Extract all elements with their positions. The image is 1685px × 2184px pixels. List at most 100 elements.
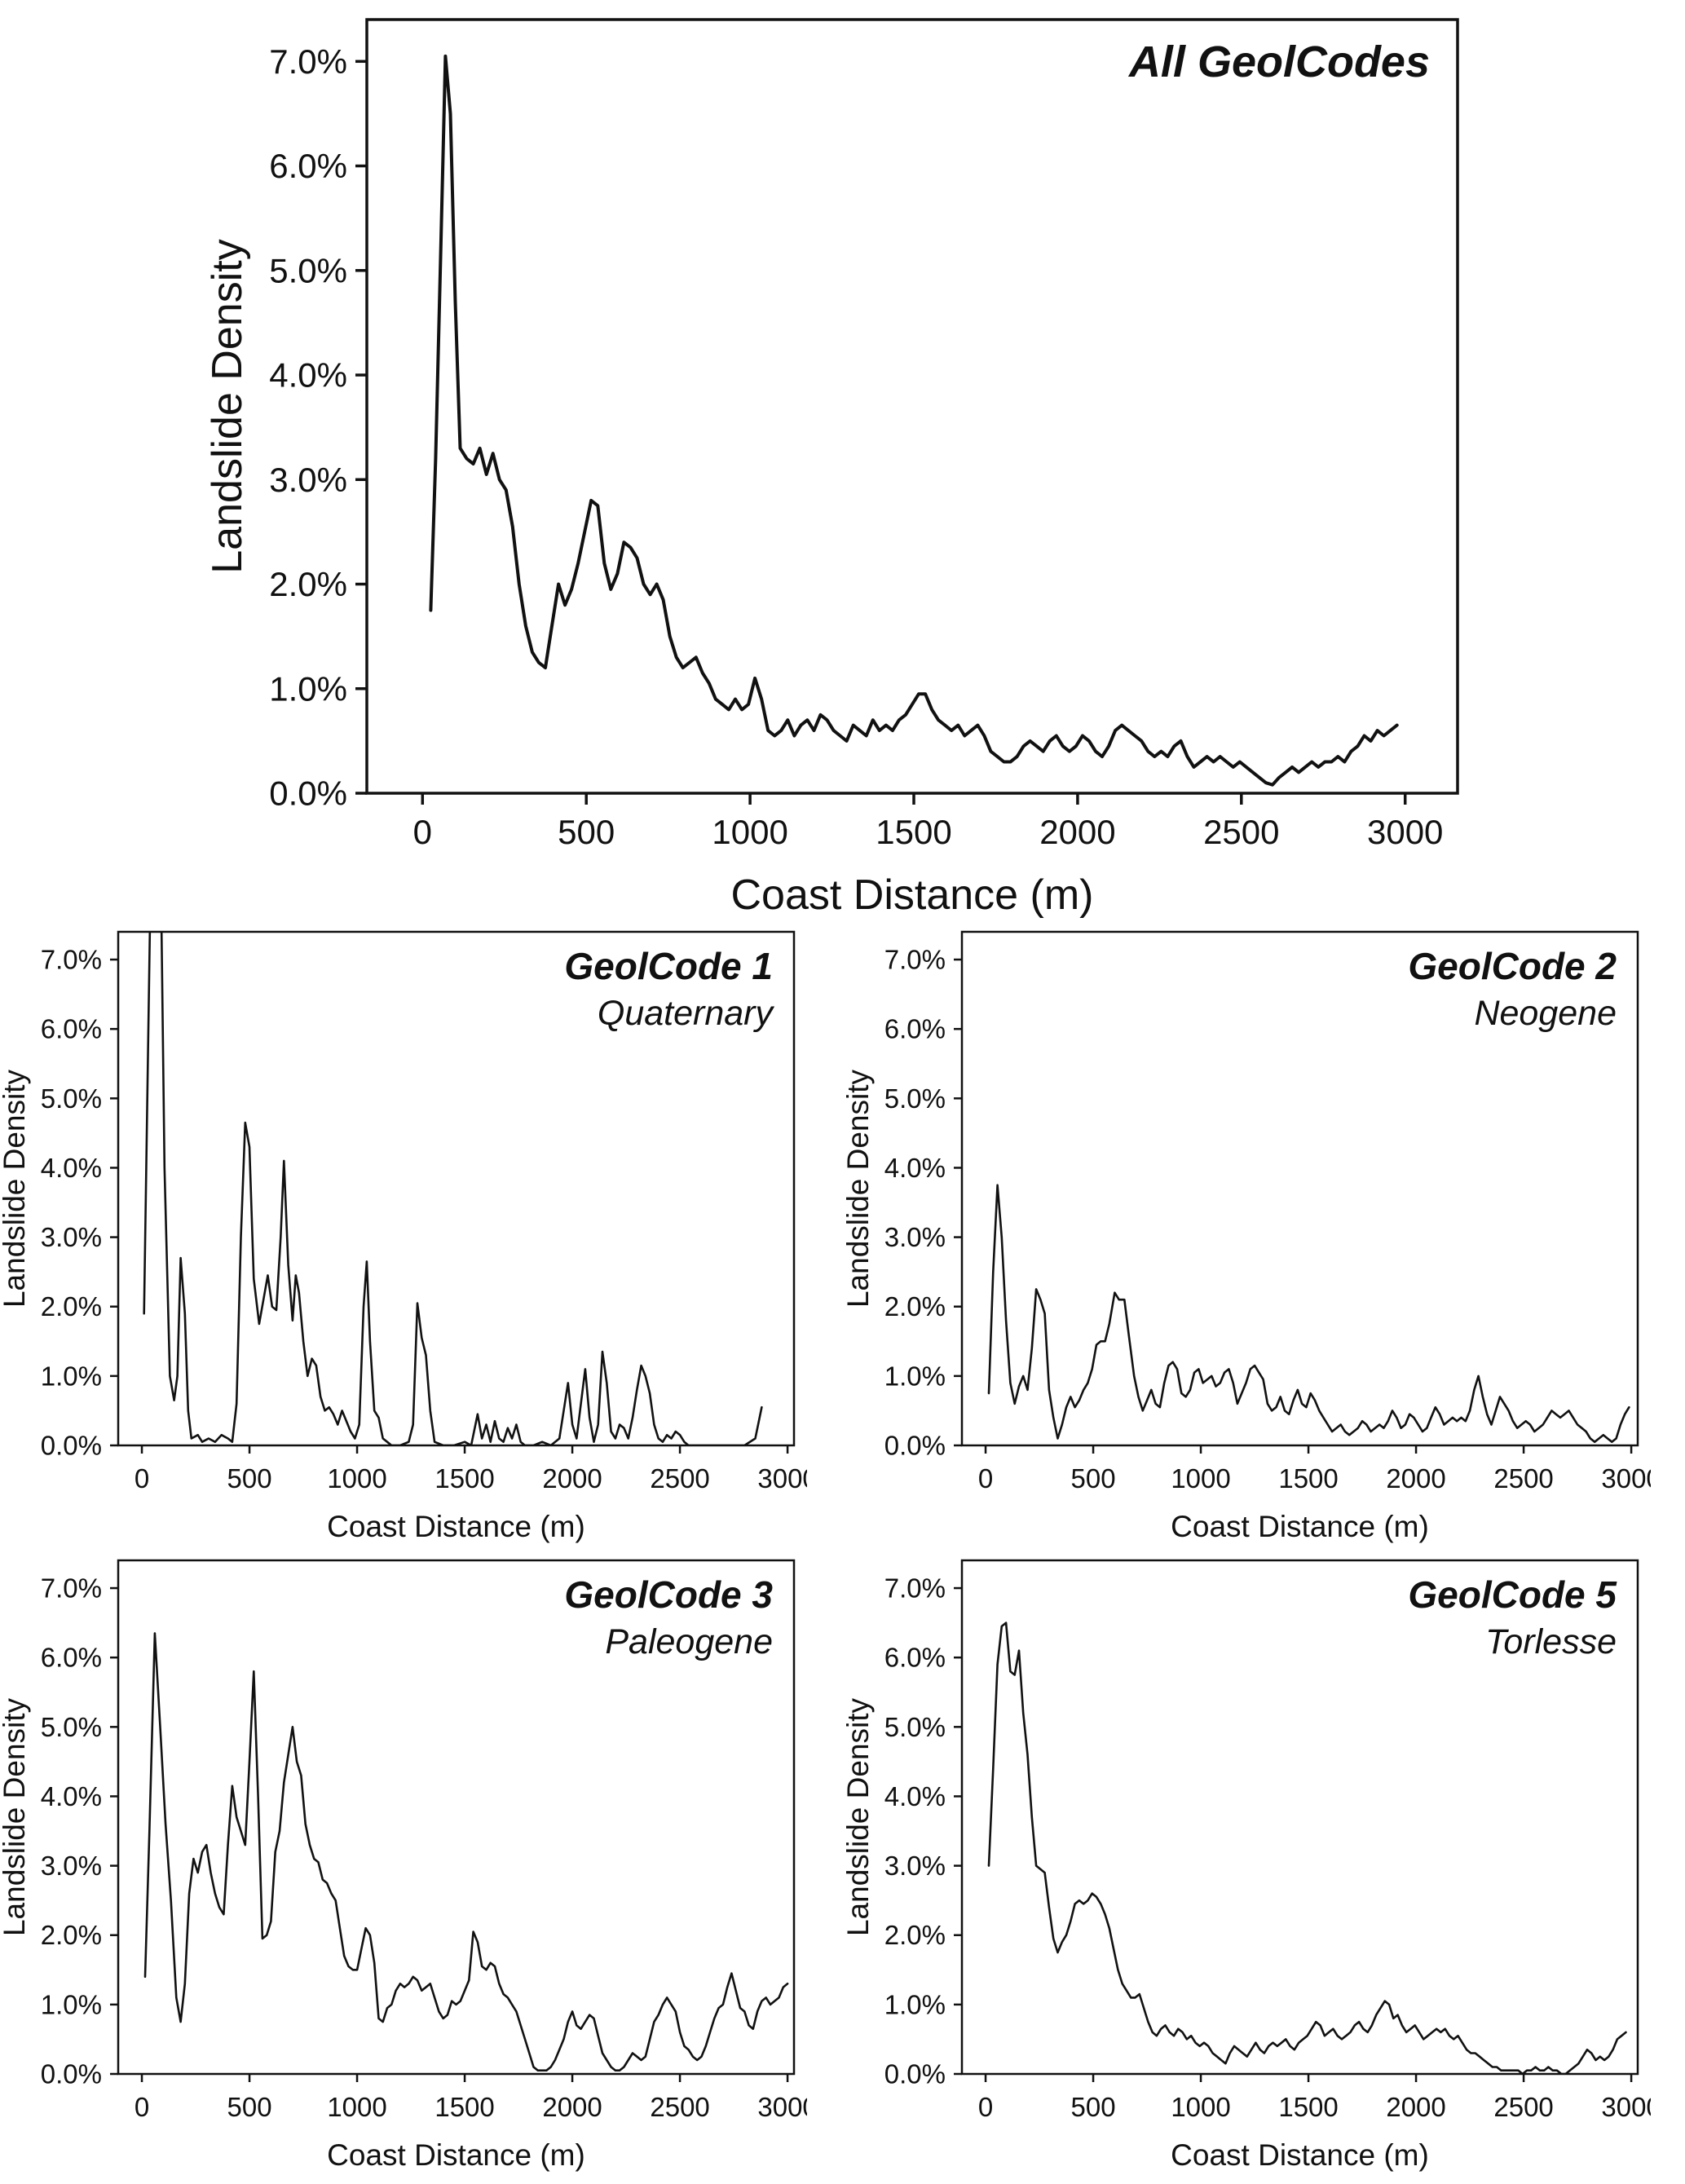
- y-tick-label: 4.0%: [41, 1153, 102, 1183]
- chart-subtitle: Quaternary: [598, 994, 775, 1033]
- y-tick-label: 1.0%: [41, 1361, 102, 1391]
- y-tick-label: 3.0%: [41, 1851, 102, 1881]
- y-tick-label: 7.0%: [41, 945, 102, 975]
- y-tick-label: 2.0%: [41, 1291, 102, 1321]
- chart-geolcode-3-paleogene: 0.0% 1.0% 2.0% 3.0% 4.0% 5.0% 6.0% 7.0% 0 500 1000…: [0, 1551, 807, 2184]
- geolcode-3-plot: 0.0% 1.0% 2.0% 3.0% 4.0% 5.0% 6.0% 7.0% 0 500 1000…: [0, 1559, 807, 2172]
- y-tick-label: 6.0%: [41, 1643, 102, 1673]
- x-tick-label: 2500: [650, 1463, 709, 1494]
- chart-geolcode-2-neogene: 0.0% 1.0% 2.0% 3.0% 4.0% 5.0% 6.0% 7.0% 0 500 1000…: [844, 922, 1651, 1555]
- x-tick-label: 1500: [876, 813, 951, 851]
- x-tick-label: 0: [978, 1463, 993, 1494]
- y-tick-label: 5.0%: [269, 251, 347, 289]
- x-tick-label: 3000: [1601, 2092, 1651, 2122]
- chart-geolcode-5-torlesse: 0.0% 1.0% 2.0% 3.0% 4.0% 5.0% 6.0% 7.0% 0 500 1000…: [844, 1551, 1651, 2184]
- y-tick-label: 7.0%: [41, 1573, 102, 1604]
- y-tick-label: 5.0%: [41, 1083, 102, 1114]
- x-tick-label: 1500: [1278, 2092, 1338, 2122]
- geolcode-1-plot: 0.0% 1.0% 2.0% 3.0% 4.0% 5.0% 6.0% 7.0% 0 500 1000…: [0, 930, 807, 1543]
- x-tick-label: 500: [1071, 1463, 1116, 1494]
- plot-border: [117, 1559, 796, 2076]
- y-tick-label: 1.0%: [884, 1361, 946, 1391]
- y-tick-label: 3.0%: [269, 461, 347, 499]
- x-axis-title: Coast Distance (m): [327, 2138, 585, 2172]
- chart-subtitle: Paleogene: [605, 1622, 773, 1661]
- x-tick-label: 500: [1071, 2092, 1116, 2122]
- y-tick-label: 5.0%: [41, 1712, 102, 1742]
- x-tick-label: 2000: [542, 1463, 602, 1494]
- y-tick-label: 5.0%: [884, 1712, 946, 1742]
- x-axis-title: Coast Distance (m): [1171, 1510, 1429, 1543]
- landslide-density-line: [429, 54, 1399, 787]
- chart-title: GeolCode 2: [1408, 945, 1617, 987]
- plot-border: [960, 930, 1639, 1447]
- y-axis-title: Landslide Density: [0, 1697, 31, 1936]
- x-tick-label: 3000: [1367, 813, 1443, 851]
- chart-geolcode-1-quaternary: 0.0% 1.0% 2.0% 3.0% 4.0% 5.0% 6.0% 7.0% 0 500 1000…: [0, 922, 807, 1555]
- x-tick-label: 2000: [1386, 1463, 1445, 1494]
- x-tick-label: 1500: [1278, 1463, 1338, 1494]
- x-tick-label: 0: [413, 813, 432, 851]
- landslide-density-line: [143, 1632, 789, 2072]
- y-tick-label: 2.0%: [41, 1920, 102, 1950]
- y-tick-label: 0.0%: [41, 2059, 102, 2089]
- chart-all-geolcodes: 0.0% 1.0% 2.0% 3.0% 4.0% 5.0% 6.0% 7.0% 0 500 1000…: [204, 7, 1475, 932]
- y-tick-label: 3.0%: [41, 1222, 102, 1252]
- x-tick-label: 0: [135, 2092, 149, 2122]
- all-geolcodes-plot: 0.0% 1.0% 2.0% 3.0% 4.0% 5.0% 6.0% 7.0% 0 500 1000…: [204, 18, 1459, 919]
- geolcode-5-plot: 0.0% 1.0% 2.0% 3.0% 4.0% 5.0% 6.0% 7.0% 0 500 1000…: [844, 1559, 1651, 2172]
- x-tick-label: 500: [558, 813, 615, 851]
- x-tick-label: 1000: [1171, 2092, 1230, 2122]
- plot-border: [365, 18, 1459, 795]
- x-tick-label: 1500: [434, 2092, 494, 2122]
- y-tick-label: 6.0%: [884, 1643, 946, 1673]
- chart-subtitle: Torlesse: [1485, 1622, 1617, 1661]
- x-tick-label: 500: [227, 1463, 272, 1494]
- x-tick-label: 2000: [1386, 2092, 1445, 2122]
- x-tick-label: 1500: [434, 1463, 494, 1494]
- x-tick-label: 3000: [757, 2092, 807, 2122]
- y-tick-label: 4.0%: [269, 356, 347, 395]
- y-tick-label: 0.0%: [884, 1431, 946, 1461]
- y-tick-label: 1.0%: [884, 1989, 946, 2019]
- x-tick-label: 2000: [542, 2092, 602, 2122]
- y-tick-label: 5.0%: [884, 1083, 946, 1114]
- chart-subtitle: Neogene: [1474, 994, 1617, 1033]
- x-tick-label: 0: [135, 1463, 149, 1494]
- chart-title: GeolCode 5: [1408, 1573, 1617, 1616]
- x-tick-label: 2500: [650, 2092, 709, 2122]
- y-tick-label: 7.0%: [884, 1573, 946, 1604]
- y-tick-label: 2.0%: [884, 1920, 946, 1950]
- chart-title: All GeolCodes: [1127, 38, 1430, 86]
- x-tick-label: 2500: [1493, 2092, 1553, 2122]
- x-tick-label: 500: [227, 2092, 272, 2122]
- y-tick-label: 3.0%: [884, 1222, 946, 1252]
- y-tick-label: 4.0%: [41, 1781, 102, 1811]
- x-axis-title: Coast Distance (m): [1171, 2138, 1429, 2172]
- y-tick-label: 0.0%: [884, 2059, 946, 2089]
- x-tick-label: 0: [978, 2092, 993, 2122]
- chart-title: GeolCode 1: [564, 945, 773, 987]
- landslide-density-line: [987, 1621, 1627, 2074]
- x-tick-label: 3000: [757, 1463, 807, 1494]
- x-tick-label: 2000: [1039, 813, 1115, 851]
- y-tick-label: 6.0%: [41, 1014, 102, 1044]
- x-tick-label: 1000: [712, 813, 787, 851]
- y-tick-label: 6.0%: [269, 147, 347, 185]
- plot-border: [960, 1559, 1639, 2076]
- x-tick-label: 1000: [327, 1463, 386, 1494]
- y-tick-label: 0.0%: [269, 774, 347, 813]
- chart-title: GeolCode 3: [564, 1573, 773, 1616]
- y-tick-label: 2.0%: [884, 1291, 946, 1321]
- y-tick-label: 0.0%: [41, 1431, 102, 1461]
- x-tick-label: 2500: [1203, 813, 1279, 851]
- x-axis-title: Coast Distance (m): [731, 871, 1094, 919]
- y-tick-label: 1.0%: [269, 669, 347, 708]
- y-axis-title: Landslide Density: [844, 1069, 875, 1308]
- x-axis-title: Coast Distance (m): [327, 1510, 585, 1543]
- y-axis-title: Landslide Density: [204, 239, 251, 573]
- y-tick-label: 4.0%: [884, 1153, 946, 1183]
- y-axis-title: Landslide Density: [0, 1069, 31, 1308]
- x-tick-label: 1000: [327, 2092, 386, 2122]
- x-tick-label: 1000: [1171, 1463, 1230, 1494]
